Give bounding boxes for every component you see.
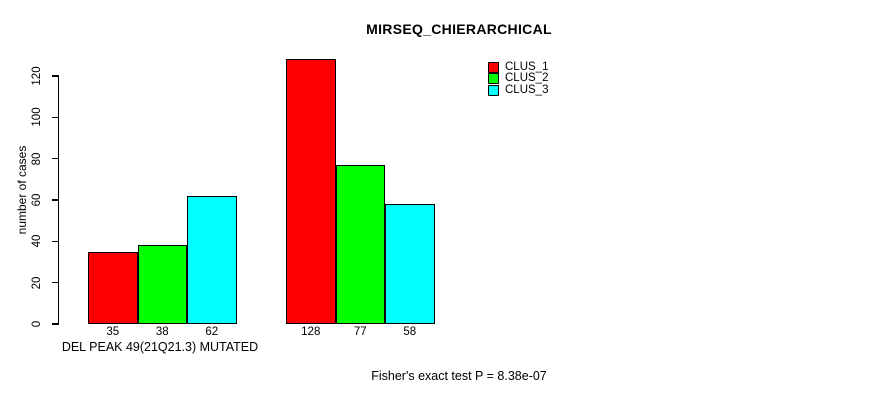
y-axis-tick: [52, 240, 59, 242]
chart-title: MIRSEQ_CHIERARCHICAL: [366, 21, 552, 37]
legend-swatch-clus_2: [488, 73, 499, 85]
bar-clus_2-group1: [137, 245, 187, 324]
bar-clus_1-group1: [88, 251, 138, 324]
legend-label: CLUS_3: [505, 83, 549, 96]
bar-value-label: 38: [155, 326, 169, 338]
legend-item-clus_2: CLUS_2: [488, 72, 549, 85]
y-axis-tick-label: 0: [31, 320, 43, 328]
y-axis-tick-label: 40: [31, 234, 43, 248]
legend-label: CLUS_2: [505, 72, 549, 85]
legend-label: CLUS_1: [505, 61, 549, 74]
y-axis-tick-label: 80: [31, 152, 43, 166]
y-axis-tick: [52, 75, 59, 77]
bar-value-label: 128: [301, 326, 321, 338]
bar-value-label: 35: [106, 326, 120, 338]
y-axis-tick: [52, 323, 59, 325]
legend-item-clus_3: CLUS_3: [488, 83, 549, 96]
bar-clus_3-group1: [187, 195, 237, 324]
y-axis-tick: [52, 116, 59, 118]
legend-swatch-clus_3: [488, 84, 499, 96]
y-axis-tick: [52, 158, 59, 160]
y-axis-tick-label: 20: [31, 276, 43, 290]
bar-value-label: 58: [403, 326, 417, 338]
bar-value-label: 77: [353, 326, 367, 338]
y-axis-title: number of cases: [15, 145, 29, 235]
x-category-label: DEL PEAK 49(21Q21.3) MUTATED: [61, 340, 259, 354]
y-axis-tick: [52, 282, 59, 284]
y-axis-tick-label: 100: [31, 107, 43, 127]
y-axis-tick-label: 60: [31, 193, 43, 207]
y-axis-tick: [52, 199, 59, 201]
bar-clus_3-group2: [385, 204, 435, 324]
fisher-test-annotation: Fisher's exact test P = 8.38e-07: [371, 369, 547, 383]
bar-clus_2-group2: [335, 164, 385, 324]
bar-clus_1-group2: [286, 59, 336, 324]
y-axis-tick-label: 120: [31, 66, 43, 86]
legend-swatch-clus_1: [488, 62, 499, 74]
legend: CLUS_1 CLUS_2 CLUS_3: [488, 61, 549, 96]
bar-value-label: 62: [205, 326, 219, 338]
legend-item-clus_1: CLUS_1: [488, 61, 549, 74]
